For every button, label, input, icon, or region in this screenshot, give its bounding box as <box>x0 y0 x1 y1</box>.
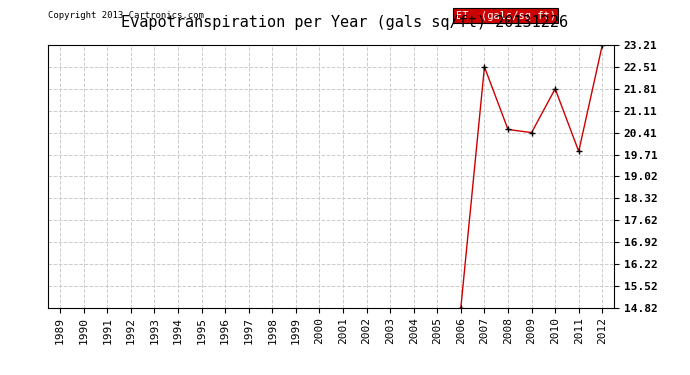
Text: Copyright 2013 Cartronics.com: Copyright 2013 Cartronics.com <box>48 11 204 20</box>
Text: Evapotranspiration per Year (gals sq/ft) 20131226: Evapotranspiration per Year (gals sq/ft)… <box>121 15 569 30</box>
Text: ET  (gals/sq ft): ET (gals/sq ft) <box>455 11 555 21</box>
